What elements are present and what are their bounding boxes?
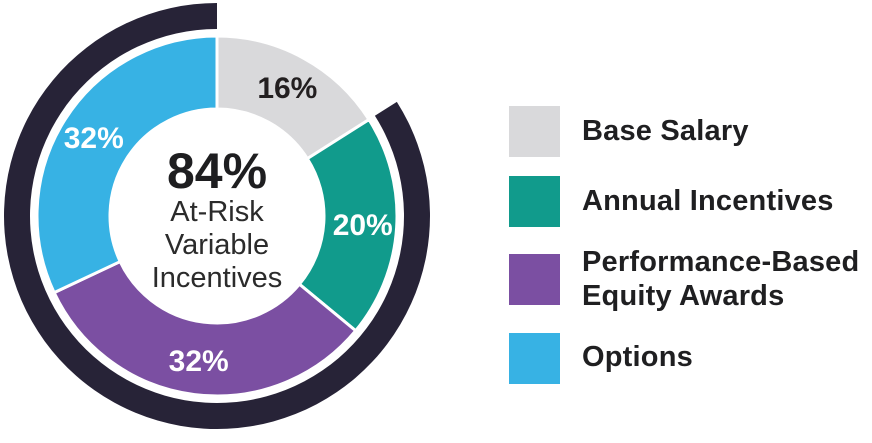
- donut-chart: 16% 20% 32% 32% 84% At-Risk Variable Incentives: [0, 0, 436, 438]
- legend-item-annual-incentives: Annual Incentives: [509, 176, 869, 227]
- legend-swatch-annual-incentives: [509, 176, 560, 227]
- legend-item-performance-equity: Performance-Based Equity Awards: [509, 246, 869, 314]
- legend-swatch-base-salary: [509, 106, 560, 157]
- legend-label-options: Options: [582, 341, 693, 374]
- slice-percent-label: 32%: [64, 122, 124, 155]
- center-subtitle-line: At-Risk: [170, 196, 264, 228]
- legend-swatch-performance-equity: [509, 254, 560, 306]
- slice-percent-label: 20%: [333, 209, 393, 242]
- legend-label-annual-incentives: Annual Incentives: [582, 184, 834, 217]
- legend-item-options: Options: [509, 332, 869, 384]
- legend-label-base-salary: Base Salary: [582, 114, 749, 147]
- legend-label-performance-equity: Performance-Based Equity Awards: [582, 246, 860, 312]
- slice-annual-incentives: [297, 117, 399, 333]
- legend-item-base-salary: Base Salary: [509, 106, 869, 157]
- slice-options: [35, 34, 219, 295]
- legend-swatch-options: [509, 332, 560, 384]
- slice-percent-label: 32%: [169, 345, 229, 378]
- legend: Base Salary Annual Incentives Performanc…: [509, 106, 869, 384]
- center-subtitle-line: Incentives: [152, 262, 283, 294]
- center-subtitle-line: Variable: [165, 229, 269, 261]
- center-value-label: 84%: [167, 143, 267, 199]
- slice-performance-based-equity-awards: [52, 259, 358, 398]
- slice-percent-label: 16%: [257, 72, 317, 105]
